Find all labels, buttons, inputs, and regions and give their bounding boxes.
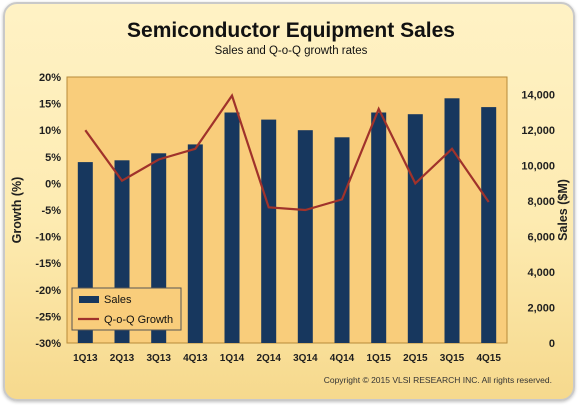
right-tick-label: 10,000 bbox=[521, 161, 555, 173]
left-tick-label: -10% bbox=[35, 232, 61, 244]
sales-bars bbox=[77, 98, 497, 343]
category-label-4Q15: 4Q15 bbox=[476, 353, 501, 364]
right-tick-label: 6,000 bbox=[527, 232, 555, 244]
growth-line bbox=[84, 93, 490, 212]
legend-swatch-sales bbox=[79, 296, 99, 303]
chart-title: Semiconductor Equipment Sales bbox=[127, 19, 455, 42]
chart-subtitle: Sales and Q-o-Q growth rates bbox=[215, 45, 368, 57]
left-tick-label: -30% bbox=[35, 338, 61, 350]
chart-frame: Semiconductor Equipment Sales Sales and … bbox=[3, 2, 575, 401]
left-axis-ticks: 20% 15% 10% 5% 0% -5% -10% -15% -20% -25% -30% bbox=[35, 72, 61, 350]
category-label-2Q14: 2Q14 bbox=[256, 353, 281, 364]
right-tick-label: 8,000 bbox=[527, 196, 555, 208]
left-tick-label: -20% bbox=[35, 285, 61, 297]
chart-svg: Semiconductor Equipment Sales Sales and … bbox=[10, 19, 570, 385]
right-tick-label: 0 bbox=[549, 338, 555, 350]
left-tick-label: -25% bbox=[35, 311, 61, 323]
copyright-text: Copyright © 2015 VLSI RESEARCH INC. All … bbox=[324, 375, 552, 385]
right-tick-label: 14,000 bbox=[521, 90, 555, 102]
left-tick-label: -5% bbox=[41, 205, 61, 217]
sales-bar-1Q14 bbox=[224, 112, 240, 343]
left-tick-label: -15% bbox=[35, 258, 61, 270]
right-tick-label: 4,000 bbox=[527, 267, 555, 279]
left-tick-label: 0% bbox=[45, 178, 61, 190]
left-axis-title: Growth (%) bbox=[10, 177, 24, 244]
legend-label-sales: Sales bbox=[104, 294, 132, 306]
sales-bar-4Q14 bbox=[334, 137, 350, 343]
right-tick-label: 12,000 bbox=[521, 125, 555, 137]
left-tick-label: 15% bbox=[39, 99, 61, 111]
legend-box bbox=[71, 287, 182, 331]
legend: Sales Q-o-Q Growth bbox=[71, 287, 182, 331]
left-tick-label: 5% bbox=[45, 152, 61, 164]
category-label-4Q13: 4Q13 bbox=[183, 353, 208, 364]
category-axis-ticks: 1Q13 2Q13 3Q13 4Q13 1Q14 2Q14 3Q14 4Q14 1Q15 2Q15… bbox=[73, 353, 501, 364]
left-tick-label: 10% bbox=[39, 125, 61, 137]
category-label-1Q13: 1Q13 bbox=[73, 353, 98, 364]
category-label-2Q15: 2Q15 bbox=[403, 353, 428, 364]
category-label-3Q14: 3Q14 bbox=[293, 353, 318, 364]
right-axis-title: Sales ($M) bbox=[556, 179, 570, 241]
category-label-3Q13: 3Q13 bbox=[146, 353, 171, 364]
sales-bar-4Q13 bbox=[187, 144, 203, 343]
sales-bar-4Q15 bbox=[481, 107, 497, 343]
sales-bar-2Q15 bbox=[407, 114, 423, 343]
left-tick-label: 20% bbox=[39, 72, 61, 84]
right-axis-ticks: 14,000 12,000 10,000 8,000 6,000 4,000 2,000 0 bbox=[521, 90, 555, 350]
category-label-1Q15: 1Q15 bbox=[366, 353, 391, 364]
category-label-1Q14: 1Q14 bbox=[220, 353, 245, 364]
sales-bar-3Q15 bbox=[444, 98, 460, 343]
sales-bar-3Q14 bbox=[297, 130, 313, 343]
category-label-4Q14: 4Q14 bbox=[330, 353, 355, 364]
category-label-2Q13: 2Q13 bbox=[110, 353, 135, 364]
sales-bar-1Q15 bbox=[371, 112, 387, 343]
legend-label-growth: Q-o-Q Growth bbox=[104, 314, 173, 326]
sales-bar-2Q14 bbox=[261, 119, 277, 343]
right-tick-label: 2,000 bbox=[527, 303, 555, 315]
category-label-3Q15: 3Q15 bbox=[440, 353, 465, 364]
